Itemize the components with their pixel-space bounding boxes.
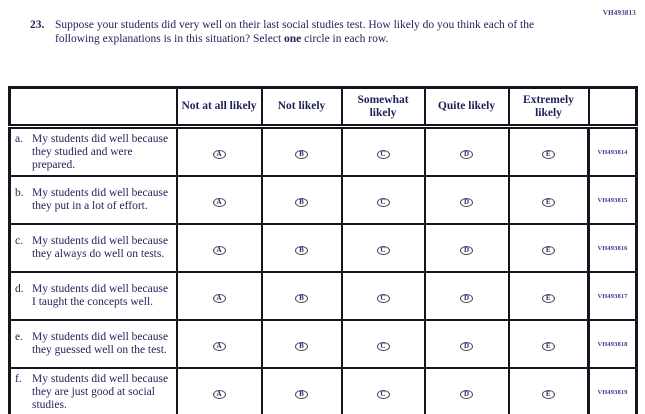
header-row: Not at all likely Not likely Somewhat li… — [8, 86, 638, 129]
row-statement: My students did well because I taught th… — [32, 283, 169, 308]
header-blank — [8, 86, 178, 129]
row-letter: d. — [15, 283, 24, 295]
answer-bubble-b[interactable]: B — [295, 341, 308, 351]
answer-bubble-e[interactable]: E — [541, 389, 555, 399]
answer-bubble-d[interactable]: D — [460, 149, 473, 159]
answer-bubble-e[interactable]: E — [541, 293, 555, 303]
answer-bubble-a[interactable]: A — [212, 293, 226, 303]
answer-bubble-e[interactable]: E — [541, 197, 555, 207]
row-code: VH493818 — [587, 319, 638, 369]
answer-bubble-b[interactable]: B — [295, 245, 308, 255]
header-extremely-likely: Extremely likely — [507, 86, 590, 129]
row-letter: c. — [15, 235, 23, 247]
page-accession-code: VH493813 — [602, 9, 636, 17]
question-text-pre: Suppose your students did very well on t… — [55, 19, 535, 45]
answer-bubble-c[interactable]: C — [376, 197, 390, 207]
table-row: f. My students did well because they are … — [8, 367, 638, 414]
question-text: Suppose your students did very well on t… — [55, 18, 578, 46]
header-not-at-all-likely: Not at all likely — [175, 86, 263, 129]
row-code: VH493815 — [587, 175, 638, 225]
row-statement: My students did well because they put in… — [32, 187, 169, 212]
row-code: VH493817 — [587, 271, 638, 321]
row-letter: f. — [15, 372, 22, 385]
row-letter: b. — [15, 187, 24, 199]
row-code: VH493814 — [587, 125, 638, 177]
answer-bubble-c[interactable]: C — [376, 293, 390, 303]
row-statement: My students did well because they always… — [32, 235, 169, 260]
answer-bubble-a[interactable]: A — [212, 197, 226, 207]
likert-table: Not at all likely Not likely Somewhat li… — [8, 86, 638, 414]
answer-bubble-a[interactable]: A — [212, 389, 226, 399]
answer-bubble-a[interactable]: A — [212, 149, 226, 159]
row-letter: e. — [15, 331, 23, 343]
row-letter: a. — [15, 132, 23, 145]
table-row: a. My students did well because they stud… — [8, 125, 638, 177]
answer-bubble-c[interactable]: C — [376, 341, 390, 351]
answer-bubble-b[interactable]: B — [295, 293, 308, 303]
question-text-bold: one — [284, 33, 302, 45]
answer-bubble-d[interactable]: D — [460, 245, 473, 255]
answer-bubble-d[interactable]: D — [460, 197, 473, 207]
row-statement: My students did well because they guesse… — [32, 331, 169, 356]
table-row: b. My students did well because they put … — [8, 175, 638, 225]
header-quite-likely: Quite likely — [423, 86, 510, 129]
answer-bubble-c[interactable]: C — [376, 245, 390, 255]
answer-bubble-e[interactable]: E — [541, 149, 555, 159]
row-code: VH493816 — [587, 223, 638, 273]
row-statement: My students did well because they are ju… — [32, 372, 169, 411]
row-statement: My students did well because they studie… — [32, 132, 169, 171]
answer-bubble-e[interactable]: E — [541, 341, 555, 351]
answer-bubble-d[interactable]: D — [460, 389, 473, 399]
table-row: c. My students did well because they alwa… — [8, 223, 638, 273]
question-text-post: circle in each row. — [301, 33, 389, 45]
answer-bubble-d[interactable]: D — [460, 341, 473, 351]
header-somewhat-likely: Somewhat likely — [340, 86, 426, 129]
table-row: e. My students did well because they gues… — [8, 319, 638, 369]
answer-bubble-b[interactable]: B — [295, 149, 308, 159]
table-row: d. My students did well because I taught … — [8, 271, 638, 321]
row-code: VH493819 — [587, 367, 638, 414]
answer-bubble-d[interactable]: D — [460, 293, 473, 303]
answer-bubble-c[interactable]: C — [376, 149, 390, 159]
answer-bubble-b[interactable]: B — [295, 197, 308, 207]
answer-bubble-c[interactable]: C — [376, 389, 390, 399]
answer-bubble-a[interactable]: A — [212, 245, 226, 255]
question-number: 23. — [30, 19, 45, 31]
answer-bubble-a[interactable]: A — [212, 341, 226, 351]
question-block: 23. Suppose your students did very well … — [30, 18, 578, 46]
header-not-likely: Not likely — [260, 86, 343, 129]
answer-bubble-b[interactable]: B — [295, 389, 308, 399]
header-code-blank — [587, 86, 638, 129]
answer-bubble-e[interactable]: E — [541, 245, 555, 255]
